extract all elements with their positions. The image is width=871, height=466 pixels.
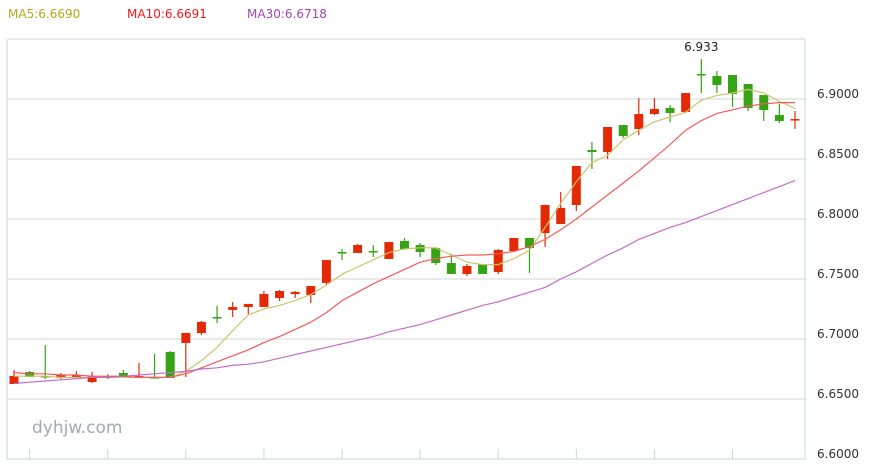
candle-body bbox=[743, 84, 753, 108]
ma-line-ma5 bbox=[14, 88, 796, 378]
candle-body bbox=[774, 114, 784, 121]
candle-body bbox=[228, 306, 238, 310]
candle-body bbox=[56, 375, 66, 378]
candle-body bbox=[337, 252, 347, 254]
candle-body bbox=[509, 237, 519, 252]
candle-body bbox=[446, 263, 456, 274]
candle-body bbox=[540, 204, 550, 234]
y-tick-label: 6.7500 bbox=[817, 267, 859, 281]
candle-body bbox=[462, 266, 472, 274]
candle-body bbox=[71, 375, 81, 378]
ma-line-ma30 bbox=[13, 180, 796, 384]
candle-body bbox=[384, 242, 394, 259]
candle-body bbox=[321, 260, 331, 283]
legend-ma30: MA30:6.6718 bbox=[247, 7, 327, 21]
candle-body bbox=[634, 114, 644, 129]
legend-ma5: MA5:6.6690 bbox=[8, 7, 81, 21]
candle-body bbox=[415, 245, 425, 252]
ma-line-ma10 bbox=[13, 101, 795, 378]
candle-body bbox=[275, 291, 285, 298]
candle-body bbox=[306, 285, 316, 295]
y-tick-label: 6.8000 bbox=[817, 207, 859, 221]
candle-body bbox=[431, 248, 441, 264]
y-tick-label: 6.6500 bbox=[817, 387, 859, 401]
candle-body bbox=[181, 333, 191, 343]
candle-body bbox=[165, 351, 175, 378]
y-tick-label: 6.8500 bbox=[817, 147, 859, 161]
candle-body bbox=[649, 108, 659, 114]
candle-body bbox=[290, 291, 300, 294]
candle-body bbox=[556, 207, 566, 225]
y-tick-label: 6.9000 bbox=[817, 87, 859, 101]
candle-body bbox=[478, 264, 488, 274]
candle-body bbox=[400, 240, 409, 249]
candle-body bbox=[681, 93, 691, 112]
candle-body bbox=[759, 95, 769, 111]
candle-body bbox=[87, 375, 97, 382]
candle-body bbox=[212, 317, 222, 319]
candle-body bbox=[665, 108, 675, 114]
candle-body bbox=[712, 75, 722, 85]
candle-body bbox=[571, 165, 581, 205]
watermark: dyhjw.com bbox=[32, 418, 123, 438]
candle-body bbox=[259, 294, 269, 307]
legend-ma10: MA10:6.6691 bbox=[127, 7, 207, 21]
candle-body bbox=[587, 150, 597, 153]
candle-body bbox=[493, 249, 503, 273]
candle-body bbox=[728, 75, 738, 94]
max-price-label: 6.933 bbox=[684, 40, 718, 54]
candle-body bbox=[524, 237, 534, 249]
candle-body bbox=[618, 125, 628, 136]
candle-body bbox=[9, 375, 19, 384]
candle-body bbox=[696, 74, 706, 76]
candle-body bbox=[118, 372, 128, 378]
candle-body bbox=[196, 321, 206, 333]
candle-body bbox=[603, 126, 613, 153]
candle-body bbox=[243, 303, 253, 307]
candle-body bbox=[353, 245, 363, 253]
y-tick-label: 6.7000 bbox=[817, 327, 859, 341]
candle-body bbox=[790, 119, 800, 121]
candle-body bbox=[25, 372, 35, 378]
candle-body bbox=[368, 251, 378, 253]
y-tick-label: 6.6000 bbox=[817, 447, 859, 461]
